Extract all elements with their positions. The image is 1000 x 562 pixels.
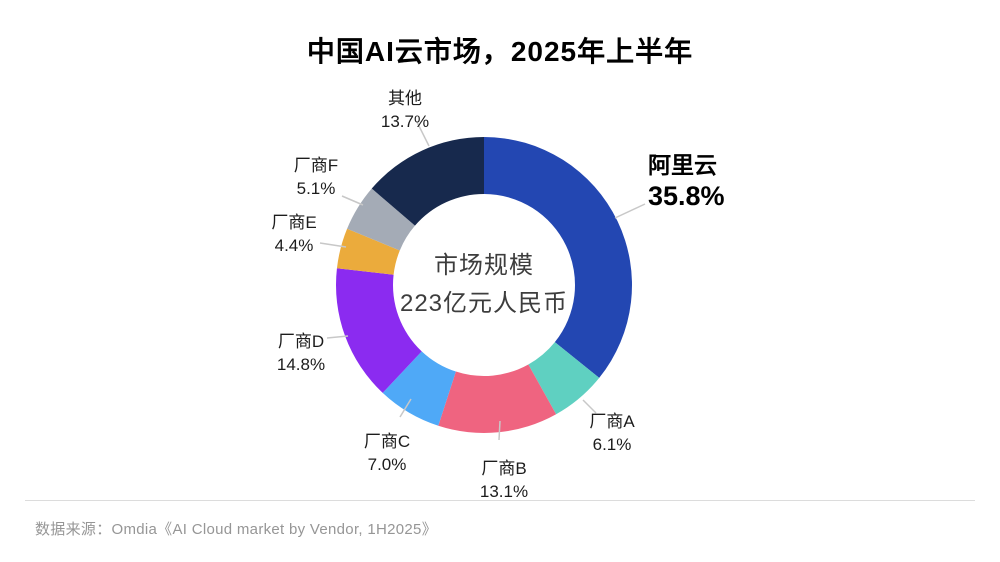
leader-line-alibaba-cloud [614,203,646,219]
donut-segment-others [371,137,484,226]
segment-pct: 7.0% [367,455,407,474]
segment-label-vendor-b: 厂商B 13.1% [480,457,528,503]
segment-pct: 14.8% [276,355,326,374]
segment-label-vendor-d: 厂商D 14.8% [277,330,325,376]
segment-name: 厂商C [363,432,411,451]
leader-line-vendor-d [326,335,349,339]
segment-label-alibaba-cloud: 阿里云 35.8% [648,150,725,212]
leader-line-others [416,121,430,147]
leader-line-vendor-c [399,398,412,418]
footer-divider [25,500,975,501]
donut-segment-vendor-b [438,364,557,433]
segment-label-vendor-a: 厂商A 6.1% [589,410,634,456]
data-source-text: 数据来源：Omdia《AI Cloud market by Vendor, 1H… [35,521,437,538]
segment-pct: 13.7% [380,112,430,131]
segment-name: 厂商D [277,332,325,351]
donut-center-label: 市场规模 223亿元人民币 [400,247,568,323]
segment-label-vendor-c: 厂商C 7.0% [364,430,410,476]
segment-pct: 4.4% [274,236,314,255]
donut-segment-vendor-a [528,342,600,415]
leader-lines [319,121,646,441]
donut-segment-vendor-c [382,351,456,426]
segment-name: 其他 [387,89,422,108]
leader-line-vendor-a [582,399,597,414]
donut-segment-vendor-d [336,268,422,393]
donut-segments [336,137,632,433]
leader-line-vendor-e [319,242,347,248]
segment-name: 厂商A [589,412,635,431]
segment-name: 厂商E [271,213,317,232]
center-label-line1: 市场规模 [433,252,534,279]
leader-line-vendor-b [498,420,501,441]
chart-title: 中国AI云市场，2025年上半年 [306,36,694,67]
segment-pct: 35.8% [648,181,725,211]
donut-segment-alibaba-cloud [484,137,632,378]
segment-name: 厂商B [481,459,527,478]
segment-pct: 13.1% [479,482,529,501]
segment-label-vendor-e: 厂商E 4.4% [271,211,316,257]
center-label-line2: 223亿元人民币 [399,290,569,317]
segment-label-others: 其他 13.7% [381,87,429,133]
donut-segment-vendor-e [336,228,400,275]
segment-name: 厂商F [293,156,339,175]
leader-line-vendor-f [341,195,364,206]
segment-pct: 5.1% [296,179,336,198]
segment-name: 阿里云 [648,152,717,178]
segment-pct: 6.1% [592,435,632,454]
donut-segment-vendor-f [347,188,415,251]
segment-label-vendor-f: 厂商F 5.1% [294,154,338,200]
